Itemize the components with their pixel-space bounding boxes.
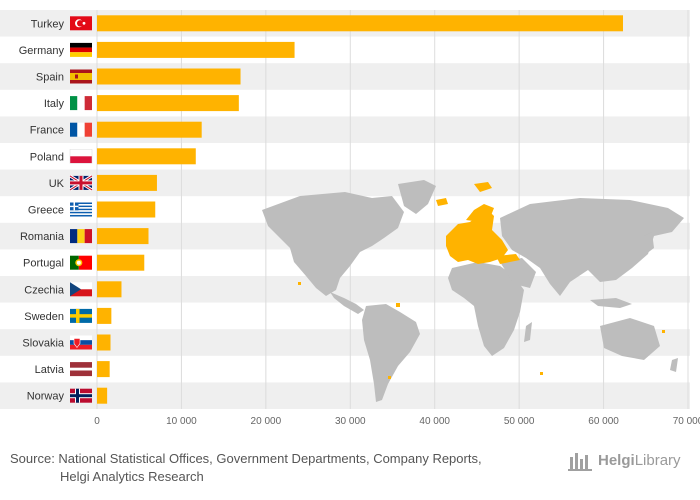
poland-flag bbox=[69, 149, 93, 164]
category-label: Slovakia bbox=[22, 338, 64, 350]
bar-norway[interactable] bbox=[97, 387, 108, 404]
source-note: Source: National Statistical Offices, Go… bbox=[10, 450, 482, 486]
x-tick-label: 50 000 bbox=[504, 416, 535, 427]
category-label: Turkey bbox=[31, 18, 65, 30]
category-label: Portugal bbox=[23, 258, 64, 270]
bar-turkey[interactable] bbox=[97, 15, 623, 32]
category-label: Czechia bbox=[24, 284, 65, 296]
bar-greece[interactable] bbox=[97, 201, 156, 218]
spain-flag bbox=[70, 69, 92, 84]
category-label: Romania bbox=[20, 231, 65, 243]
category-label: Sweden bbox=[24, 311, 64, 323]
bar-portugal[interactable] bbox=[97, 254, 145, 271]
norway-flag bbox=[70, 388, 92, 403]
bar-slovakia[interactable] bbox=[97, 334, 111, 351]
bar-czechia[interactable] bbox=[97, 281, 122, 298]
italy-flag bbox=[70, 96, 92, 111]
latvia-flag bbox=[70, 362, 92, 377]
portugal-flag bbox=[70, 255, 92, 270]
greece-flag bbox=[70, 202, 92, 217]
bar-france[interactable] bbox=[97, 121, 202, 138]
bar-italy[interactable] bbox=[97, 95, 239, 112]
slovakia-flag bbox=[70, 335, 92, 350]
bar-poland[interactable] bbox=[97, 148, 196, 165]
bar-spain[interactable] bbox=[97, 68, 241, 85]
category-label: Spain bbox=[36, 72, 64, 84]
bar-latvia[interactable] bbox=[97, 361, 110, 378]
bar-germany[interactable] bbox=[97, 41, 295, 58]
x-tick-label: 20 000 bbox=[251, 416, 282, 427]
france-flag bbox=[70, 122, 92, 137]
world-map-icon bbox=[262, 180, 684, 402]
category-label: Germany bbox=[19, 45, 65, 57]
flags bbox=[69, 16, 93, 403]
brand-library: Library bbox=[634, 451, 681, 469]
x-axis-ticks: 0 10 000 20 000 30 000 40 000 50 000 60 000 70 … bbox=[94, 416, 700, 427]
category-label: Italy bbox=[44, 98, 65, 110]
category-label: Greece bbox=[28, 205, 64, 217]
bar-sweden[interactable] bbox=[97, 307, 112, 324]
uk-flag bbox=[69, 174, 93, 192]
brand-helgi: Helgi bbox=[598, 451, 635, 469]
bars bbox=[97, 15, 623, 404]
row-band bbox=[0, 329, 690, 356]
bar-uk[interactable] bbox=[97, 174, 157, 191]
bar-romania[interactable] bbox=[97, 228, 149, 245]
sweden-flag bbox=[70, 308, 92, 323]
category-label: Norway bbox=[27, 391, 65, 403]
category-label: Poland bbox=[30, 151, 64, 163]
row-band bbox=[0, 382, 690, 409]
turkey-flag bbox=[70, 16, 92, 31]
category-label: UK bbox=[49, 178, 65, 190]
romania-flag bbox=[70, 229, 92, 244]
category-label: Latvia bbox=[35, 364, 65, 376]
x-tick-label: 40 000 bbox=[419, 416, 450, 427]
x-tick-label: 70 000 bbox=[673, 416, 700, 427]
source-line-1: Source: National Statistical Offices, Go… bbox=[10, 451, 482, 466]
germany-flag bbox=[70, 42, 92, 57]
category-label: France bbox=[30, 125, 64, 137]
source-line-2: Helgi Analytics Research bbox=[60, 469, 204, 484]
czechia-flag bbox=[70, 282, 92, 297]
category-labels: Turkey Germany Spain Italy France Poland UK Gre… bbox=[19, 18, 65, 402]
helgi-library-logo: HelgiLibrary bbox=[568, 449, 681, 471]
library-icon bbox=[568, 453, 592, 471]
x-tick-label: 60 000 bbox=[588, 416, 619, 427]
x-tick-label: 30 000 bbox=[335, 416, 366, 427]
x-tick-label: 0 bbox=[94, 416, 100, 427]
x-tick-label: 10 000 bbox=[166, 416, 197, 427]
